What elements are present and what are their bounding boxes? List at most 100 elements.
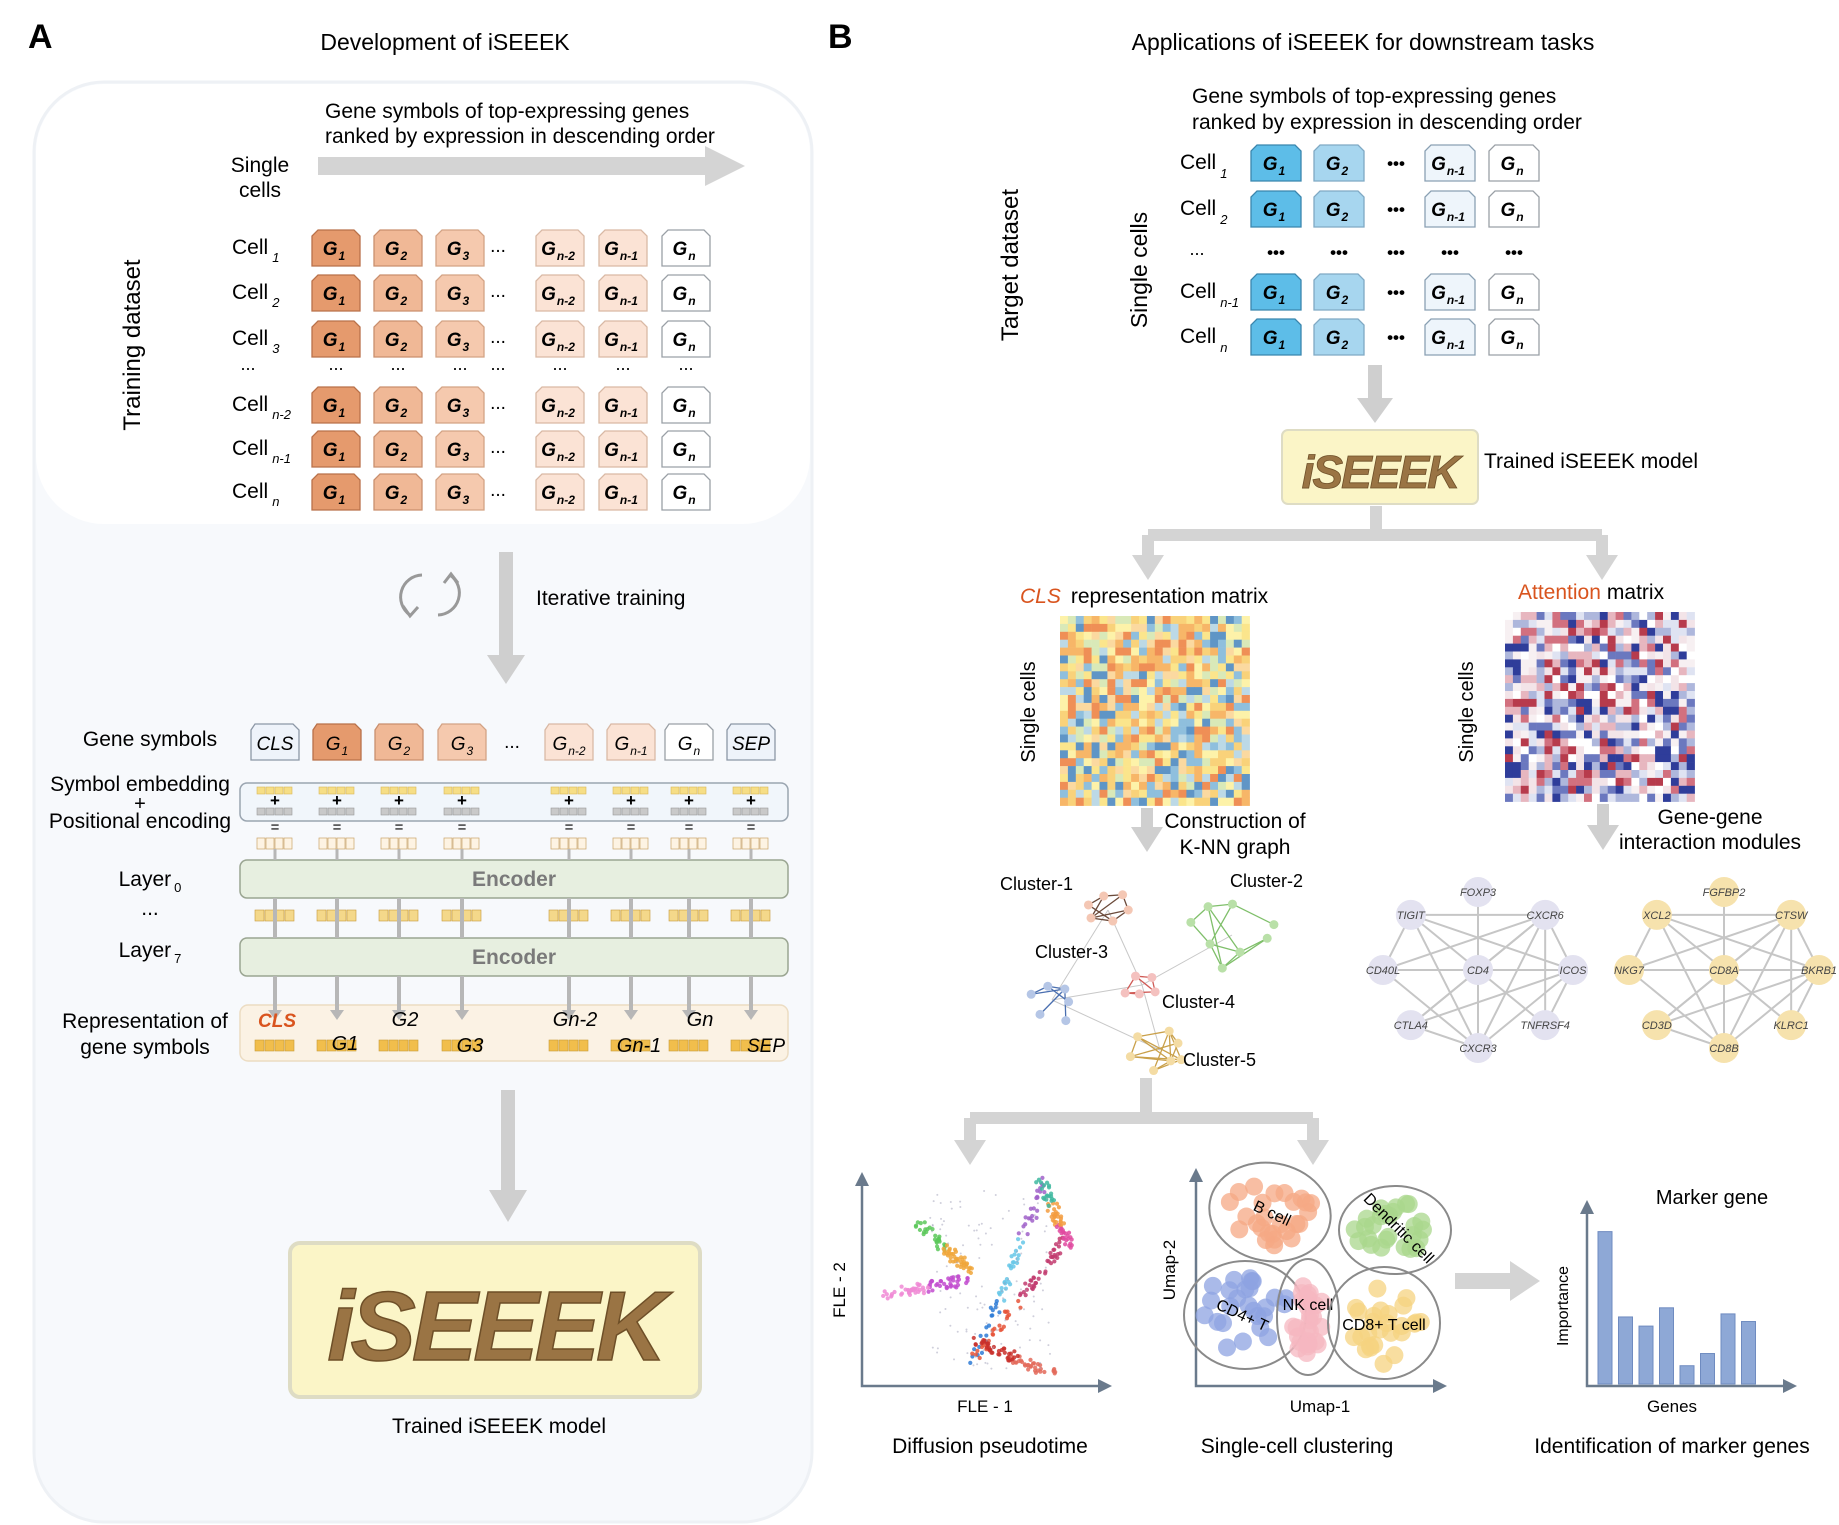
cls-heat-cell — [1225, 750, 1235, 759]
cls-heat-cell — [1139, 687, 1148, 696]
umap-cell — [1374, 1354, 1393, 1373]
cls-heat-cell — [1123, 702, 1132, 712]
cls-heat-cell — [1060, 750, 1069, 759]
cls-heat-cell — [1241, 750, 1250, 759]
cluster-label: Cluster-3 — [1035, 942, 1108, 962]
cls-heat-cell — [1139, 647, 1148, 656]
gene-token-label: G3 — [447, 284, 470, 308]
diffusion-point — [940, 1217, 943, 1220]
attention-heat-cell — [1639, 714, 1648, 723]
attention-heat-cell — [1528, 730, 1537, 739]
diffusion-point — [996, 1352, 1001, 1357]
cls-heat-cell — [1225, 679, 1235, 688]
cls-heat-cell — [1225, 726, 1235, 735]
umap-cell — [1379, 1227, 1398, 1246]
attention-heat-cell — [1686, 675, 1695, 684]
cls-heat-cell — [1241, 639, 1250, 648]
attention-heat-cell — [1686, 698, 1695, 708]
cls-heat-cell — [1210, 726, 1219, 735]
cls-heat-cell — [1202, 671, 1211, 680]
attention-heat-cell — [1686, 746, 1695, 755]
attention-heat-cell — [1528, 683, 1537, 692]
attention-heat-cell — [1655, 619, 1664, 629]
column-ellipsis: ... — [328, 354, 343, 374]
cls-heat-cell — [1202, 766, 1211, 775]
cls-heat-cell — [1131, 616, 1140, 625]
attention-heat-cell — [1670, 659, 1680, 668]
b-model-logo: iSEEEK — [1302, 446, 1464, 498]
cls-heat-cell — [1241, 663, 1250, 672]
cls-heat-cell — [1194, 726, 1203, 735]
attention-heat-cell — [1686, 619, 1695, 629]
attention-heat-cell — [1591, 762, 1601, 771]
cls-heat-cell — [1123, 623, 1132, 633]
attention-heat-cell — [1520, 746, 1529, 755]
cls-heat-cell — [1107, 718, 1116, 727]
cls-heat-cell — [1099, 789, 1108, 798]
diffusion-point — [981, 1306, 984, 1309]
knn-edge — [1153, 1059, 1182, 1072]
diffusion-point — [1046, 1185, 1052, 1190]
module-node — [1463, 1033, 1493, 1063]
diffusion-point — [1010, 1360, 1016, 1365]
attention-heat-cell — [1615, 754, 1624, 763]
output-cell — [558, 1039, 569, 1052]
attention-heat-cell — [1615, 612, 1624, 621]
cls-heat-cell — [1154, 758, 1163, 767]
attention-heat-cell — [1568, 659, 1577, 668]
cycle-icon — [399, 571, 461, 619]
symbol-embedding-cell — [568, 786, 578, 795]
cls-heat-cell — [1241, 766, 1250, 775]
cls-heat-cell — [1178, 726, 1187, 735]
gene-token-label: G1 — [323, 330, 346, 354]
input-token-label: G2 — [388, 734, 411, 758]
cls-heat-cell — [1115, 679, 1124, 688]
symbol-embedding-cell — [283, 786, 293, 795]
umap-cell — [1259, 1328, 1278, 1347]
marker-bars — [1597, 1231, 1756, 1385]
attention-heat-cell — [1663, 698, 1672, 708]
attention-heat-cell — [1576, 667, 1585, 676]
trained-model-logo: iSEEEK — [327, 1271, 673, 1381]
cls-heat-cell — [1146, 789, 1156, 798]
attention-heat-cell — [1512, 651, 1522, 660]
umap-cell — [1302, 1194, 1321, 1213]
gene-token-label: G2 — [385, 239, 408, 263]
attention-heat-cell — [1599, 793, 1608, 802]
symbol-embedding-cell — [336, 786, 346, 795]
diffusion-point — [966, 1352, 969, 1355]
knn-node — [1217, 963, 1227, 973]
output-cell — [548, 1039, 559, 1052]
cls-heat-cell — [1178, 687, 1187, 696]
diffusion-point — [1026, 1367, 1031, 1372]
diffusion-point — [1056, 1205, 1062, 1210]
attention-heat-cell — [1655, 746, 1664, 755]
column-ellipsis: ... — [240, 354, 255, 374]
attention-heat-cell — [1647, 706, 1656, 715]
knn-node — [1083, 900, 1093, 910]
diffusion-point — [1001, 1217, 1004, 1220]
attention-heat-cell — [1544, 612, 1553, 621]
cls-heat-cell — [1233, 742, 1242, 751]
diffusion-point — [1015, 1353, 1020, 1359]
module-node — [1776, 899, 1807, 930]
attention-heat-cell — [1520, 722, 1529, 731]
attention-heat-cell — [1639, 722, 1648, 731]
knn-node — [1235, 947, 1245, 957]
diffusion-point — [1024, 1289, 1027, 1292]
cls-heat-cell — [1083, 789, 1092, 798]
diffusion-point — [959, 1260, 964, 1265]
attention-heat-cell — [1607, 762, 1616, 771]
attention-heat-cell — [1670, 777, 1680, 787]
attention-heat-cell — [1599, 612, 1608, 621]
diffusion-point — [1004, 1316, 1010, 1321]
attention-heat-cell — [1686, 691, 1695, 700]
diffusion-point — [1054, 1219, 1059, 1225]
cls-heat-cell — [1194, 702, 1203, 712]
cls-heat-cell — [1099, 663, 1108, 672]
diffusion-point — [1047, 1321, 1050, 1324]
umap-cell-type: CD8+ T cell — [1342, 1317, 1425, 1334]
attention-heat-cell — [1639, 785, 1648, 794]
attention-heat-cell — [1663, 643, 1672, 652]
diffusion-point — [1006, 1312, 1012, 1317]
